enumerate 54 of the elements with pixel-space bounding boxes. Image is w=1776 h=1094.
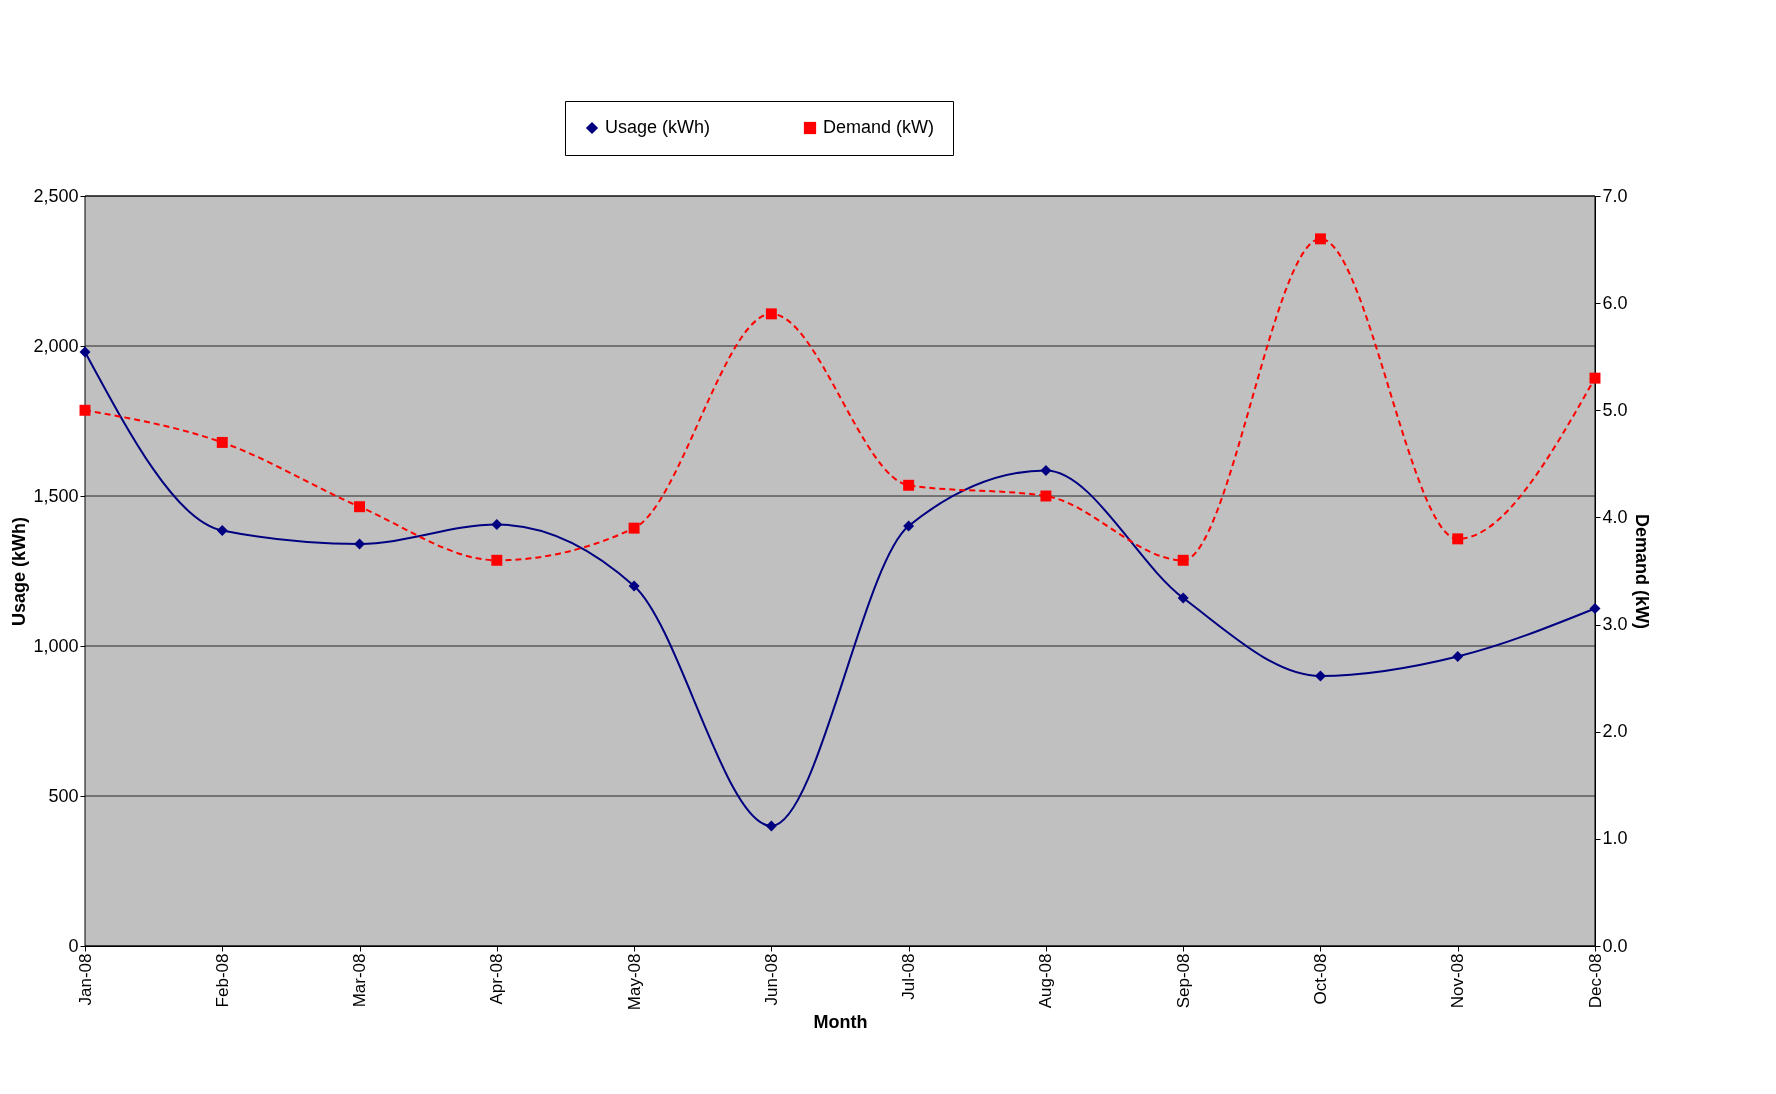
x-tick-label: Apr-08 [487, 953, 507, 1005]
y-tick-label: 1,000 [33, 635, 79, 656]
y2-tick-label: 5.0 [1602, 399, 1628, 420]
y-tick-label: 0 [68, 935, 79, 956]
x-tick-label: Dec-08 [1585, 953, 1605, 1009]
x-tick-label: Jan-08 [75, 953, 95, 1006]
point [1314, 670, 1326, 682]
point [1040, 490, 1052, 502]
y2-axis-title: Demand (kW) [1631, 513, 1652, 630]
point [903, 479, 915, 491]
point [354, 538, 366, 550]
y2-tick-label: 4.0 [1602, 506, 1628, 527]
y-tick-label: 1,500 [33, 485, 79, 506]
x-tick-label: Nov-08 [1448, 953, 1468, 1009]
point [354, 501, 366, 513]
y-axis-title: Usage (kWh) [9, 516, 30, 627]
y2-tick-label: 1.0 [1602, 828, 1628, 849]
y-tick-label: 2,500 [33, 185, 79, 206]
point [628, 522, 640, 534]
y-tick-label: 2,000 [33, 335, 79, 356]
x-tick-label: Mar-08 [350, 953, 370, 1008]
point [216, 525, 228, 536]
y2-tick-label: 3.0 [1602, 614, 1628, 635]
x-tick-label: Sep-08 [1173, 953, 1193, 1009]
x-tick-label: Jul-08 [899, 953, 919, 1000]
point [216, 436, 228, 448]
point [1589, 372, 1601, 384]
point [765, 820, 777, 832]
point [1452, 651, 1464, 662]
point [903, 520, 915, 532]
x-tick-label: Feb-08 [212, 953, 232, 1008]
legend-label: Usage (kWh) [605, 117, 711, 137]
point [1177, 554, 1189, 566]
x-tick-label: May-08 [624, 953, 644, 1011]
point [628, 580, 640, 592]
legend-label: Demand (kW) [823, 117, 935, 137]
y2-tick-label: 7.0 [1602, 185, 1628, 206]
y2-tick-label: 6.0 [1602, 292, 1628, 313]
point [79, 346, 91, 358]
x-tick-label: Oct-08 [1310, 953, 1330, 1005]
point [491, 519, 503, 530]
x-axis-title: Month [813, 1012, 868, 1033]
point [79, 404, 91, 416]
point [491, 554, 503, 566]
point [1314, 233, 1326, 245]
y2-tick-label: 2.0 [1602, 721, 1628, 742]
point [765, 308, 777, 320]
x-tick-label: Aug-08 [1036, 953, 1056, 1009]
point [1177, 592, 1189, 604]
y2-tick-label: 0.0 [1602, 935, 1628, 956]
y-tick-label: 500 [48, 785, 79, 806]
x-tick-label: Jun-08 [761, 953, 781, 1006]
point [1452, 533, 1464, 545]
point [1040, 465, 1052, 476]
